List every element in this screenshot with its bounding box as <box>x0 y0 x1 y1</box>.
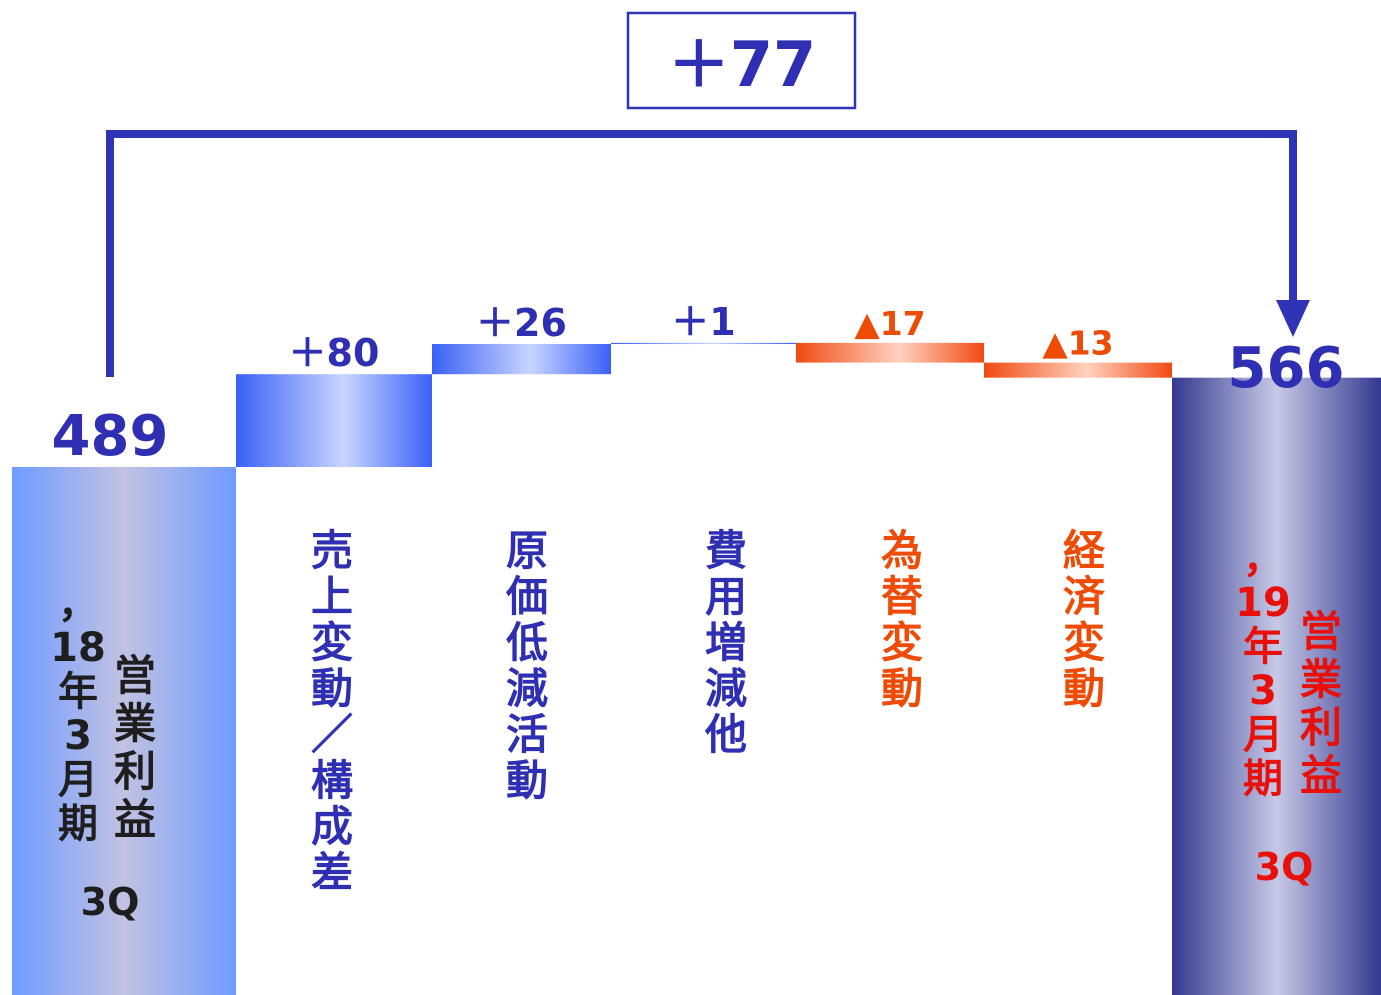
step-value-label-cost-reduction: ＋26 <box>476 301 567 345</box>
end-period-label: ， 19 年 3 月期 <box>1235 536 1291 802</box>
end-bar <box>1172 377 1381 995</box>
start-period-label: ， 18 年 3 月期 <box>50 581 106 847</box>
step-bar-economic <box>984 362 1172 378</box>
category-label-economic: 経済変動 <box>1062 526 1105 713</box>
end-quarter-label: 3Q <box>1254 845 1314 889</box>
step-bar-sales <box>236 374 432 467</box>
category-label-cost-reduction: 原価低減活動 <box>505 526 548 805</box>
start-bar <box>12 467 236 995</box>
category-label-sales: 売上変動／構成差 <box>310 526 353 897</box>
step-value-label-expenses: ＋1 <box>671 300 735 344</box>
bracket-arrow-icon <box>1276 300 1310 337</box>
start-value-label: 489 <box>52 404 169 469</box>
step-value-label-fx: ▲17 <box>854 304 925 343</box>
step-value-label-sales: ＋80 <box>289 331 380 375</box>
step-value-label-economic: ▲13 <box>1042 324 1113 363</box>
total-change-bracket <box>106 130 1297 377</box>
total-change-label: ＋77 <box>668 28 816 101</box>
step-bar-fx <box>796 342 984 363</box>
total-change-box <box>626 11 857 110</box>
step-bar-expenses <box>611 342 796 345</box>
step-bar-cost-reduction <box>432 344 611 375</box>
start-metric-label: 営業利益 <box>113 651 156 844</box>
end-metric-label: 営業利益 <box>1299 607 1342 800</box>
start-quarter-label: 3Q <box>80 880 140 924</box>
category-label-fx: 為替変動 <box>880 526 923 713</box>
end-value-label: 566 <box>1228 336 1345 401</box>
category-label-expenses: 費用増減他 <box>704 526 747 759</box>
